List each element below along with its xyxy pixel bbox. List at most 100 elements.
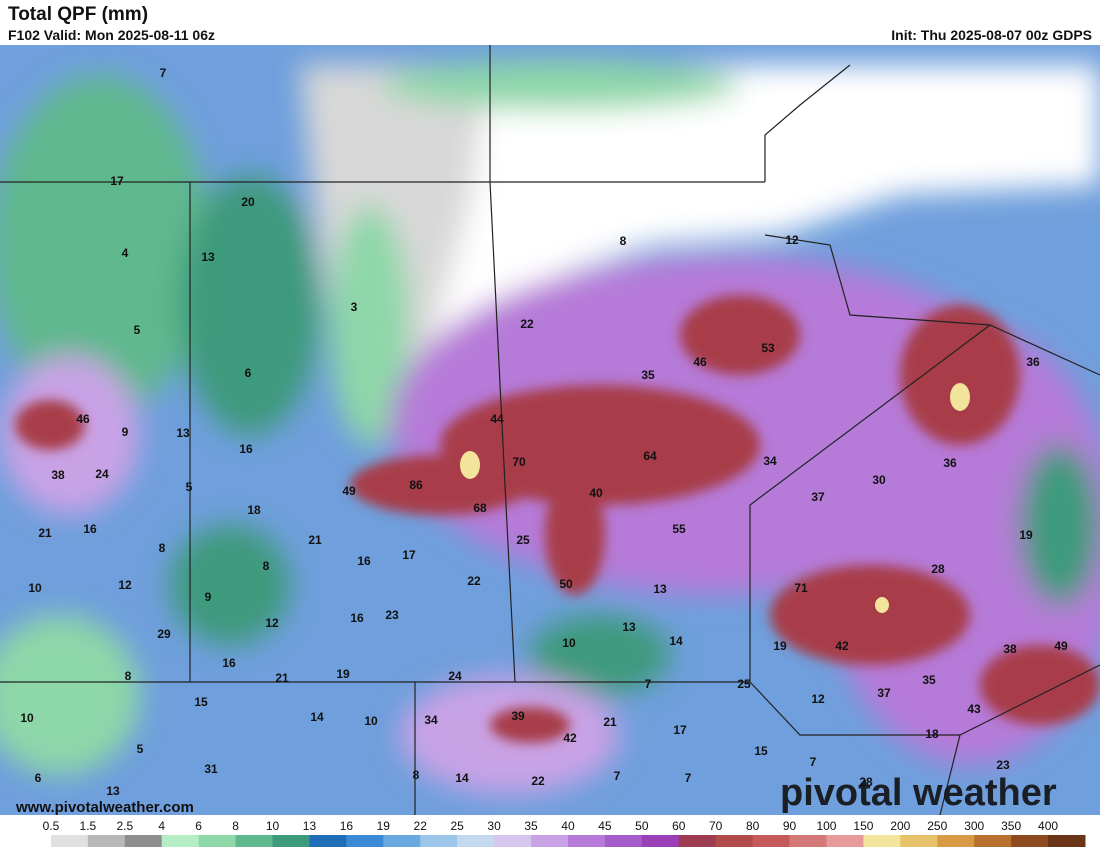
station-value: 13 [653,582,667,596]
station-value: 46 [693,355,707,369]
station-value: 7 [645,677,652,691]
station-value: 13 [106,784,120,798]
station-value: 8 [263,559,270,573]
station-value: 34 [763,454,777,468]
station-value: 4 [122,246,129,260]
colorbar-swatch [678,835,717,847]
colorbar-label: 250 [927,819,947,833]
station-value: 28 [859,775,873,789]
colorbar-label: 50 [635,819,649,833]
station-value: 7 [810,755,817,769]
station-value: 36 [943,456,957,470]
colorbar-swatch [383,835,421,847]
station-value: 19 [336,667,350,681]
colorbar-label: 25 [450,819,464,833]
colorbar-label: 80 [746,819,760,833]
station-value: 42 [835,639,849,653]
precip-field [0,45,1100,815]
colorbar-label: 350 [1001,819,1021,833]
colorbar-swatch [161,835,200,847]
colorbar-label: 13 [303,819,317,833]
colorbar-label: 35 [524,819,538,833]
station-value: 13 [201,250,215,264]
station-value: 29 [157,627,171,641]
station-value: 15 [194,695,208,709]
station-value: 23 [385,608,399,622]
colorbar-label: 22 [414,819,428,833]
station-value: 23 [996,758,1010,772]
colorbar-swatch [826,835,864,847]
station-value: 25 [737,677,751,691]
station-value: 49 [1054,639,1068,653]
station-value: 22 [520,317,534,331]
colorbar-label: 10 [266,819,280,833]
station-value: 15 [754,744,768,758]
station-value: 37 [811,490,825,504]
colorbar-swatch [937,835,975,847]
station-value: 16 [350,611,364,625]
station-value: 42 [563,731,577,745]
init-time: Init: Thu 2025-08-07 00z GDPS [891,27,1092,43]
station-value: 38 [1003,642,1017,656]
station-value: 20 [241,195,255,209]
colorbar-swatch [309,835,347,847]
station-value: 21 [603,715,617,729]
station-value: 49 [342,484,356,498]
station-value: 28 [931,562,945,576]
station-value: 30 [872,473,886,487]
colorbar-swatch [1048,835,1086,847]
colorbar-label: 45 [598,819,612,833]
station-value: 25 [516,533,530,547]
station-value: 18 [925,727,939,741]
station-value: 17 [402,548,416,562]
colorbar-swatch [789,835,827,847]
colorbar-label: 200 [890,819,910,833]
station-value: 38 [51,468,65,482]
colorbar-swatch [420,835,458,847]
station-value: 12 [785,233,799,247]
colorbar-label: 8 [232,819,239,833]
colorbar-label: 30 [487,819,501,833]
colorbar-swatch [752,835,791,847]
colorbar-label: 1.5 [80,819,97,833]
station-value: 36 [1026,355,1040,369]
station-value: 5 [134,323,141,337]
station-value: 10 [28,581,42,595]
station-value: 7 [685,771,692,785]
station-value: 5 [137,742,144,756]
colorbar-label: 60 [672,819,686,833]
station-value: 55 [672,522,686,536]
colorbar-swatch [641,835,680,847]
colorbar-swatch [235,835,274,847]
title: Total QPF (mm) [8,4,149,25]
station-value: 34 [424,713,438,727]
valid-time: F102 Valid: Mon 2025-08-11 06z [8,27,215,43]
colorbar-swatch [494,835,532,847]
colorbar-swatch [457,835,495,847]
station-value: 6 [35,771,42,785]
colorbar-label: 100 [816,819,836,833]
colorbar-label: 150 [853,819,873,833]
station-value: 7 [160,66,167,80]
station-value: 10 [20,711,34,725]
station-value: 6 [245,366,252,380]
station-value: 21 [38,526,52,540]
station-value: 44 [490,412,504,426]
station-value: 5 [186,480,193,494]
colorbar-label: 16 [340,819,354,833]
colorbar-swatch [567,835,606,847]
colorbar-swatch [50,835,89,847]
colorbar-label: 70 [709,819,723,833]
station-value: 17 [110,174,124,188]
colorbar-swatch [715,835,754,847]
station-value: 14 [455,771,469,785]
station-value: 22 [467,574,481,588]
station-value: 7 [614,769,621,783]
station-value: 10 [562,636,576,650]
station-value: 8 [620,234,627,248]
station-value: 21 [275,671,289,685]
station-value: 71 [794,581,808,595]
colorbar-swatch [1011,835,1049,847]
station-value: 64 [643,449,657,463]
